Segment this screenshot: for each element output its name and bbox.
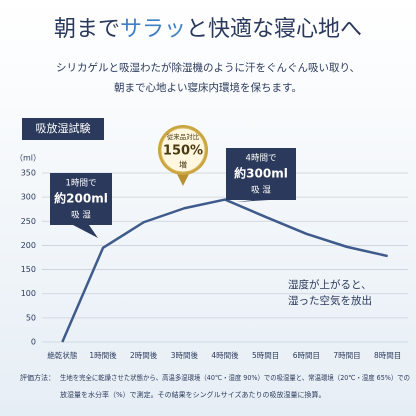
x-tick-label: 5時間目 — [252, 351, 279, 360]
y-tick-label: 50 — [26, 313, 36, 322]
y-axis-label: （ml） — [15, 154, 41, 163]
y-tick-label: 0 — [31, 338, 36, 347]
badge-pointer — [176, 172, 190, 186]
title-part: 朝まで — [54, 17, 120, 42]
y-tick-label: 350 — [21, 169, 36, 178]
callout-box — [226, 148, 296, 202]
chart-title: 吸放湿試験 — [36, 121, 91, 135]
badge-text: 増 — [179, 160, 187, 170]
x-tick-label: 4時間後 — [211, 350, 239, 360]
y-tick-label: 100 — [21, 289, 36, 298]
badge-text: 従来品対比 — [167, 132, 200, 141]
callout-text: 吸 湿 — [71, 210, 91, 221]
x-tick-label: 3時間後 — [171, 350, 199, 360]
y-tick-label: 200 — [21, 241, 36, 250]
x-tick-label: 絶乾状態 — [47, 350, 77, 360]
callout-text: 1時間で — [66, 179, 97, 189]
y-tick-label: 300 — [21, 193, 36, 202]
callout-text: 吸 湿 — [251, 185, 271, 196]
subtitle: 朝まで心地よい寝床内環境を保ちます。 — [114, 81, 302, 94]
footnote: 放湿量を水分率（%）で測定。その結果をシングルサイズあたりの吸放湿量に換算。 — [60, 390, 325, 399]
annotation: 湿った空気を放出 — [288, 294, 372, 307]
subtitle: シリカゲルと吸湿わたが除湿機のように汗をぐんぐん吸い取り、 — [56, 61, 360, 74]
title: 朝までサラッと快適な寝心地へ — [54, 17, 362, 42]
y-tick-label: 150 — [21, 265, 36, 274]
footnote: 生地を完全に乾燥させた状態から、高温多湿環境（40℃・湿度 90%）での吸湿量と… — [60, 373, 410, 382]
data-line — [61, 198, 388, 343]
chart-title-box — [22, 118, 104, 140]
badge-ring — [160, 127, 206, 173]
callout-box — [50, 173, 112, 238]
callout-text: 4時間で — [246, 154, 277, 164]
footnote-label: 評価方法： — [20, 373, 55, 382]
x-tick-label: 1時間後 — [89, 350, 117, 360]
x-tick-label: 6時間目 — [293, 351, 320, 360]
x-tick-label: 8時間目 — [374, 351, 401, 360]
x-tick-label: 2時間後 — [130, 350, 158, 360]
callout-text: 約200ml — [54, 191, 108, 206]
badge-text: 150% — [163, 144, 203, 159]
title-part: と快適な寝心地へ — [186, 17, 362, 42]
y-tick-label: 250 — [21, 217, 36, 226]
title-part: サラッ — [120, 17, 186, 42]
x-tick-label: 7時間目 — [333, 351, 360, 360]
annotation: 湿度が上がると、 — [288, 278, 372, 291]
callout-text: 約300ml — [234, 166, 288, 181]
